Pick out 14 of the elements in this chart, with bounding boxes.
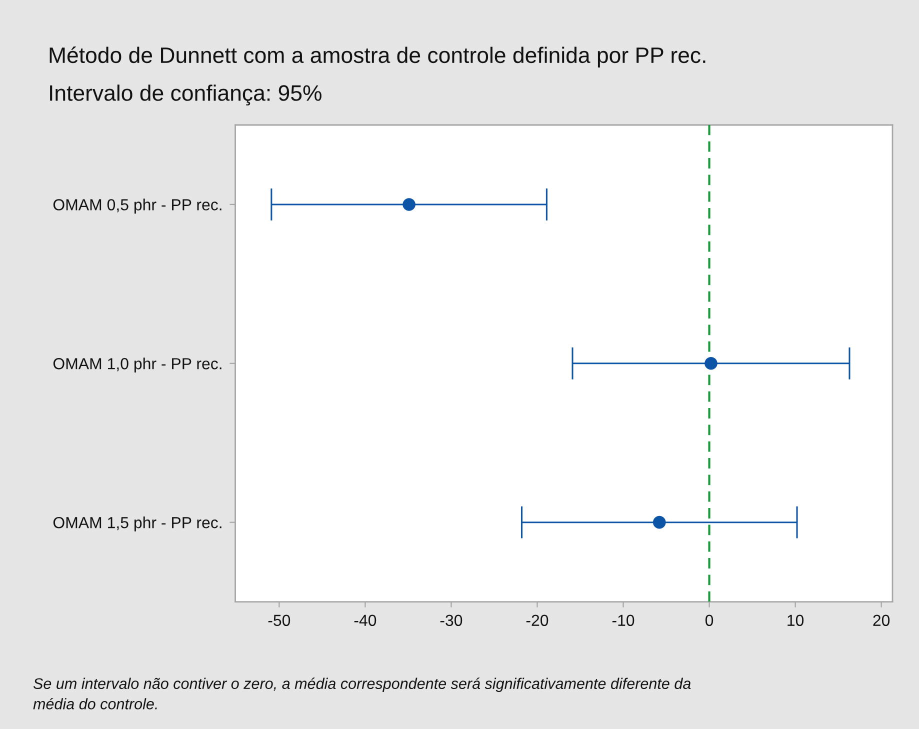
x-tick-label: 20 [873, 614, 890, 626]
y-tick-label: OMAM 1,0 phr - PP rec. [53, 358, 222, 372]
x-tick-label: -30 [440, 614, 462, 626]
y-tick-label: OMAM 0,5 phr - PP rec. [53, 198, 222, 214]
x-tick-label: -40 [354, 614, 376, 626]
y-tick-label: OMAM 1,5 phr - PP rec. [53, 516, 222, 532]
x-tick-label: -50 [268, 614, 290, 626]
x-tick-label: -20 [526, 614, 548, 626]
x-tick-label: -10 [612, 614, 634, 626]
x-tick-label: 0 [705, 614, 714, 626]
chart-title: Método de Dunnett com a amostra de controle definida por PP rec. [50, 46, 706, 68]
text: Se um intervalo não contiver o zero, a média correspondente será significativamente diferente da média do controle. [33, 678, 691, 710]
chart-subtitle: Intervalo de confiança: 95% [50, 84, 322, 106]
x-tick-label: 10 [788, 614, 804, 626]
